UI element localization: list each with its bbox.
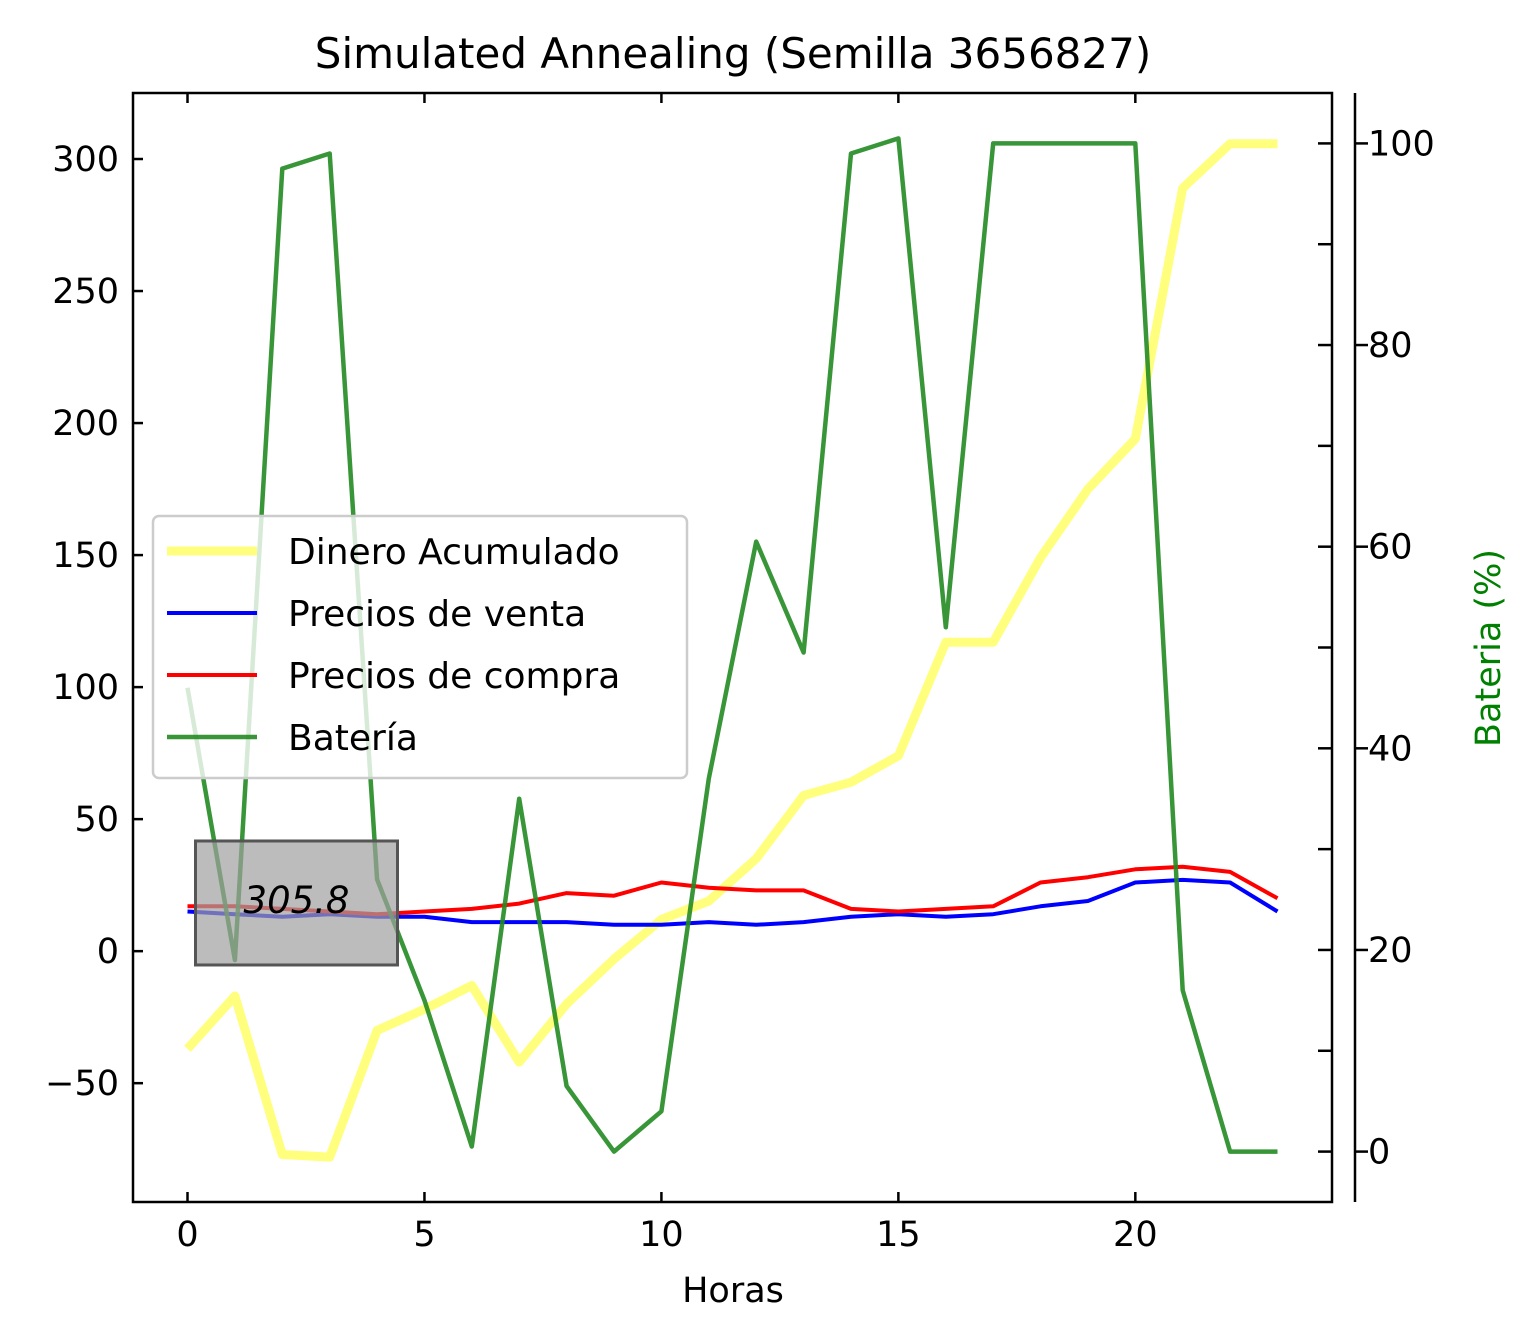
x-tick-label: 15: [876, 1215, 921, 1255]
legend-box: [151, 514, 689, 780]
y-tick-label: −50: [45, 1064, 119, 1104]
x-tick-label: 20: [1113, 1215, 1158, 1255]
legend-label: Batería: [288, 718, 418, 759]
y-tick-label: 300: [52, 140, 119, 180]
annotation-box: [194, 839, 399, 967]
y2-tick-label: 40: [1368, 729, 1413, 769]
y-tick-label: 50: [74, 800, 119, 840]
legend-label: Precios de venta: [288, 594, 586, 635]
y2-tick-label: 0: [1368, 1133, 1390, 1173]
chart-title: Simulated Annealing (Semilla 3656827): [315, 29, 1151, 78]
final-money-annotation: 305.8: [194, 839, 399, 967]
y-tick-label: 150: [52, 536, 119, 576]
x-tick-label: 0: [176, 1215, 198, 1255]
series-line-dinero-acumulado: [184, 139, 1278, 1162]
x-tick-label: 5: [413, 1215, 435, 1255]
y2-tick-label: 60: [1368, 528, 1413, 568]
y2-tick-label: 100: [1368, 124, 1435, 164]
x-axis-label: Horas: [682, 1271, 784, 1311]
right-axis-label: Bateria (%): [1469, 549, 1509, 747]
y2-tick-label: 80: [1368, 326, 1413, 366]
legend-label: Dinero Acumulado: [288, 532, 620, 573]
legend-label: Precios de compra: [288, 656, 620, 697]
y-tick-label: 250: [52, 272, 119, 312]
ticks-layer: 0 5 10 15 20 −50 0 50 100 150 200 250 300 0 20 40 60 80 10…: [45, 93, 1435, 1255]
annotation-text: 305.8: [244, 879, 350, 922]
legend: Dinero Acumulado Precios de venta Precios …: [151, 514, 689, 780]
y-tick-label: 200: [52, 404, 119, 444]
y-tick-label: 100: [52, 668, 119, 708]
y2-tick-label: 20: [1368, 931, 1413, 971]
x-tick-label: 10: [639, 1215, 684, 1255]
y-tick-label: 0: [97, 932, 119, 972]
